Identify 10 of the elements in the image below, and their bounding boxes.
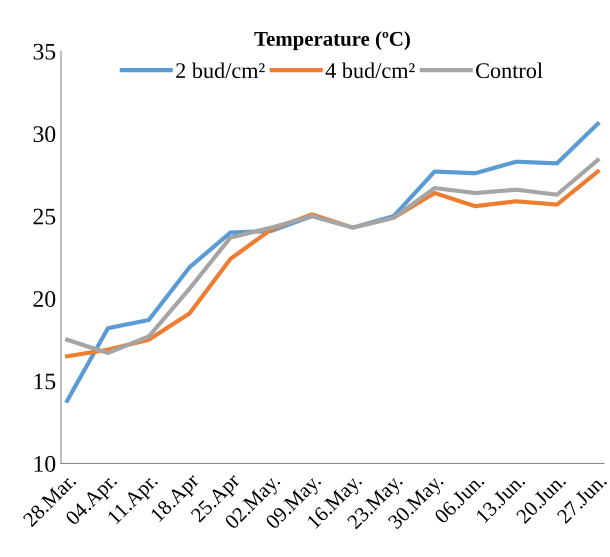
legend-label: Control <box>476 62 543 78</box>
y-tick-label: 35 <box>34 44 56 60</box>
y-tick-label: 15 <box>34 374 56 390</box>
y-tick-label: 30 <box>34 126 56 142</box>
y-tick-label: 10 <box>34 456 56 472</box>
legend-label: 4 bud/cm² <box>326 62 415 78</box>
y-tick-label: 20 <box>34 291 56 307</box>
y-tick-label: 25 <box>34 208 56 225</box>
chart-title: Temperature (ºC) <box>254 31 410 50</box>
legend-label: 2 bud/cm² <box>176 62 265 78</box>
